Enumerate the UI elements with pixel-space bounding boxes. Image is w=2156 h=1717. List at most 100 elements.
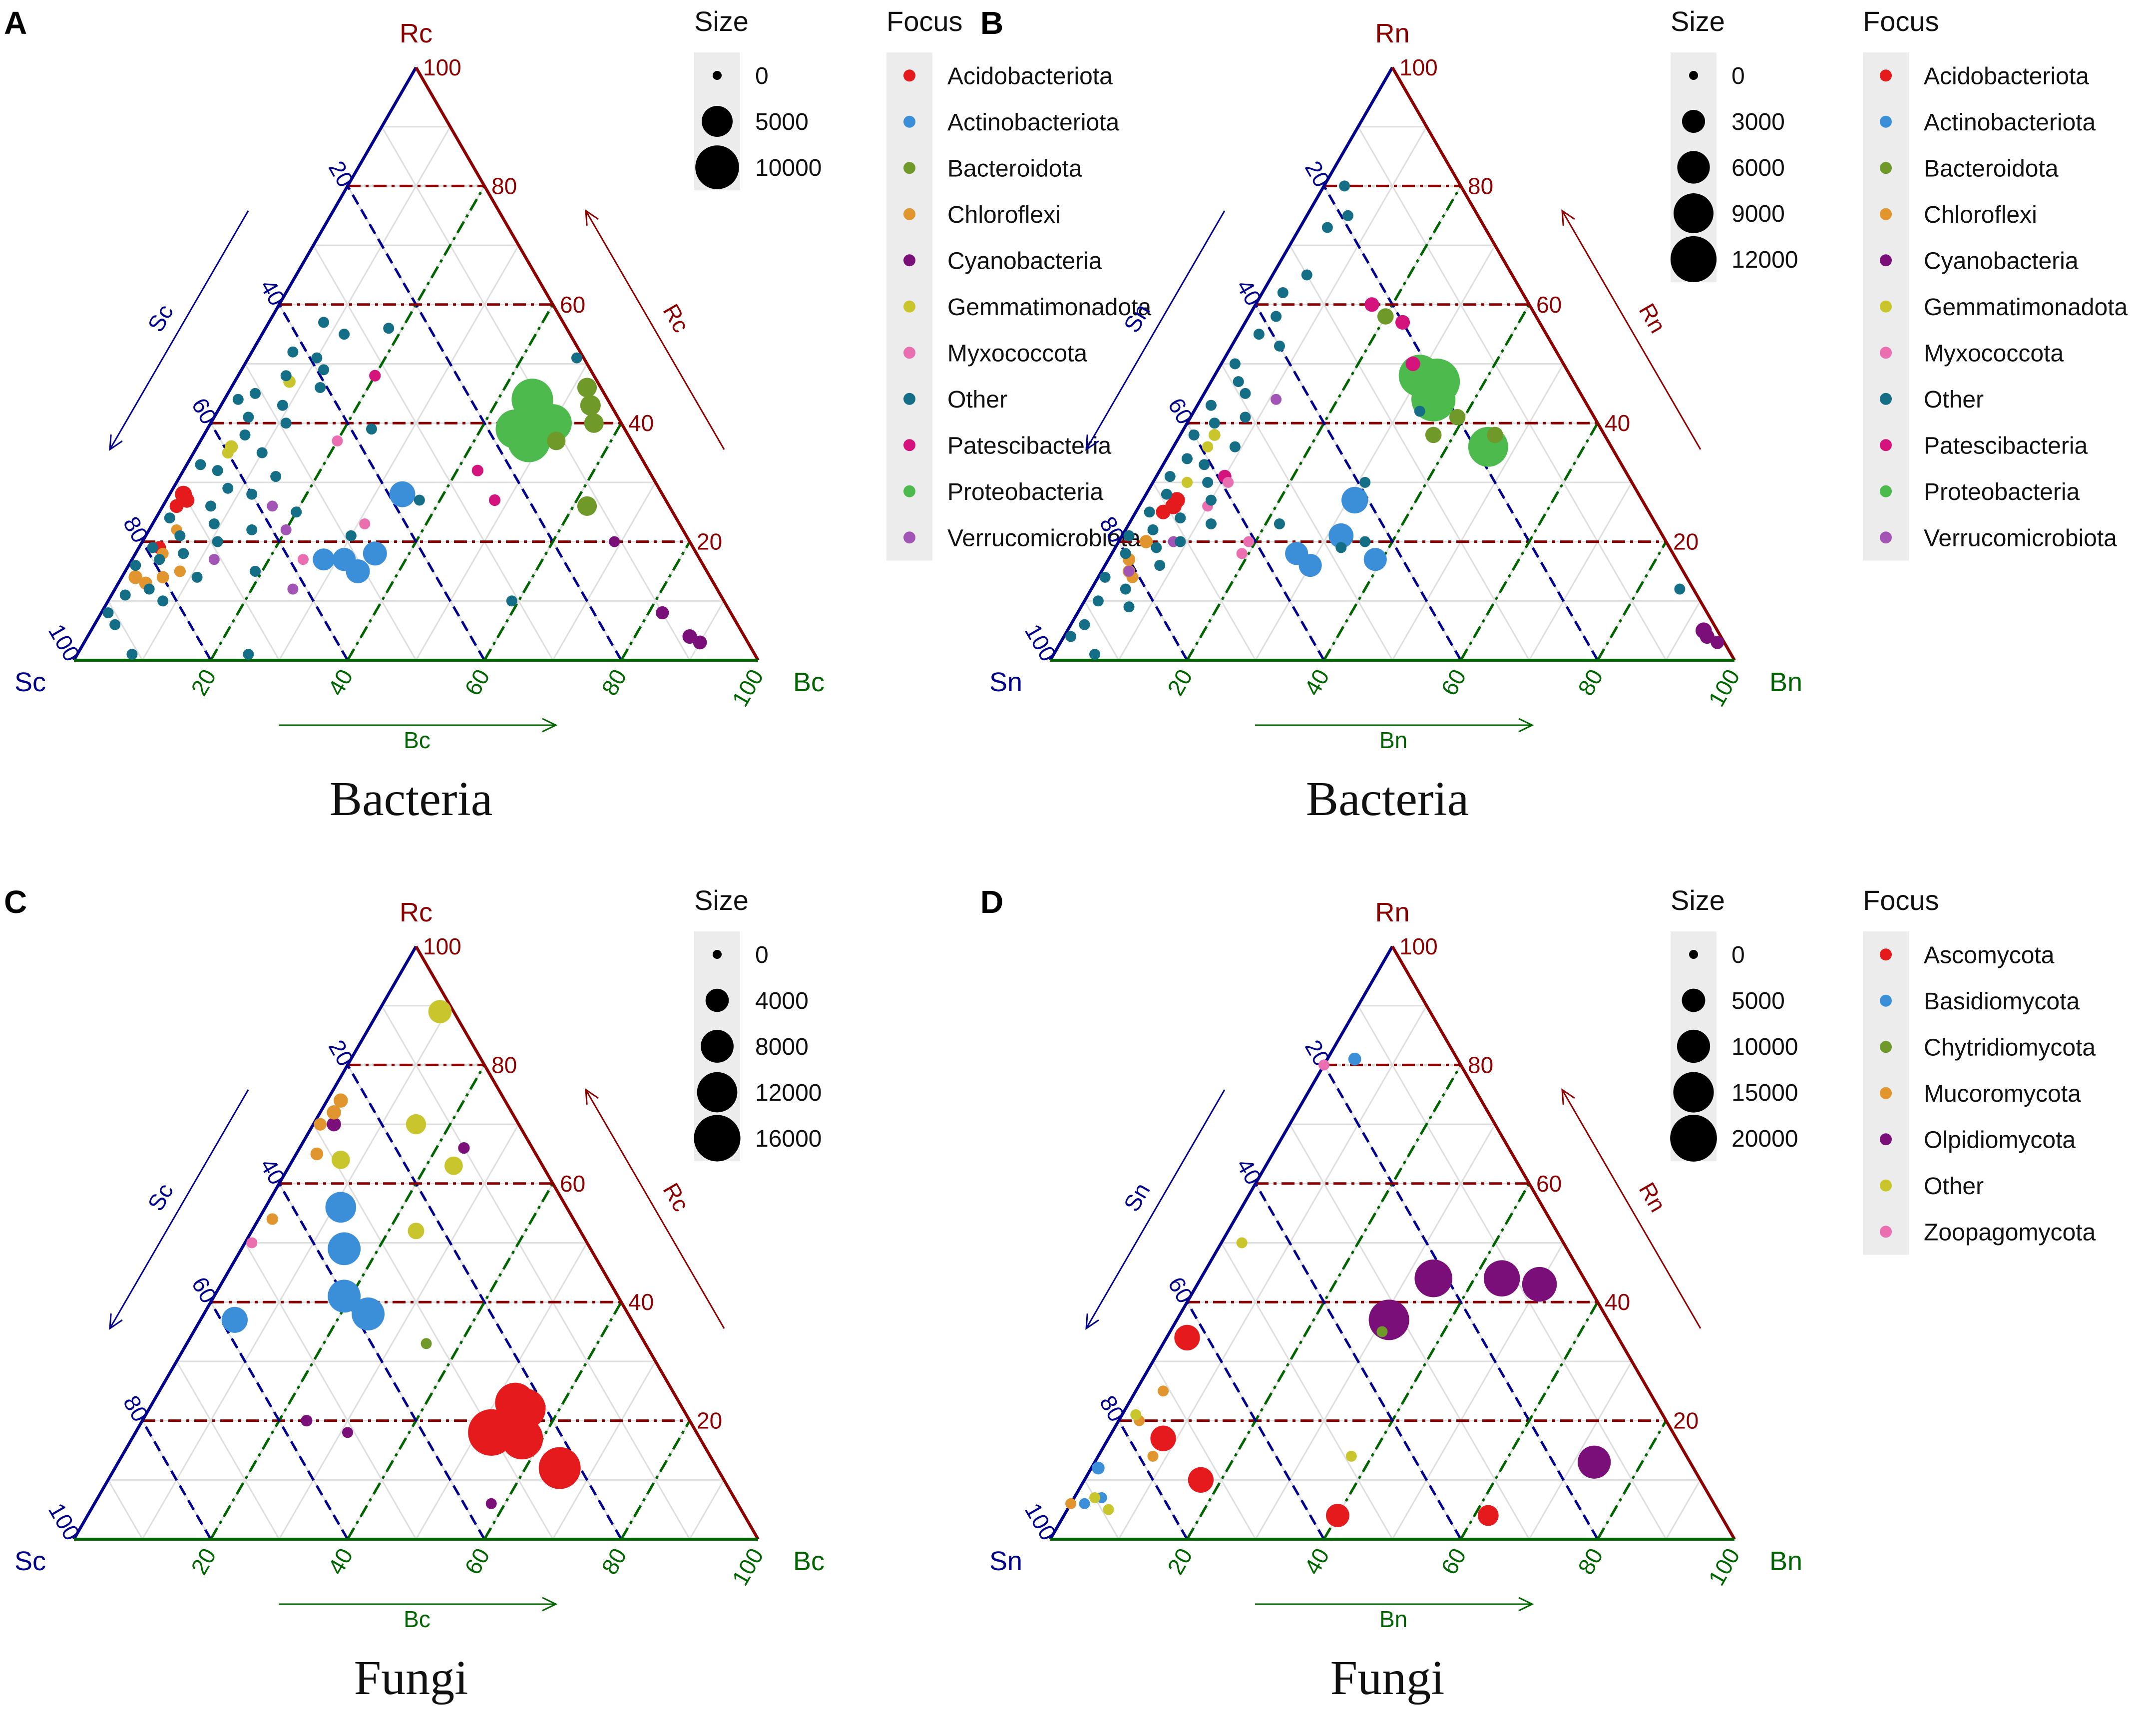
data-point-acidobacteriota xyxy=(1156,504,1171,519)
right-edge xyxy=(415,945,760,1540)
data-point-other xyxy=(1175,512,1186,524)
data-point-other xyxy=(126,649,138,660)
data-point-verrucomicrobiota xyxy=(1123,565,1135,577)
data-point-other xyxy=(191,571,203,583)
grid-line xyxy=(1118,1005,1427,1540)
size-legend-label: 3000 xyxy=(1731,109,1785,135)
focus-legend-label: Cyanobacteria xyxy=(947,248,1102,274)
data-point-other xyxy=(280,418,292,429)
data-point-other xyxy=(1229,441,1241,452)
data-point-ascomycota xyxy=(1188,1467,1214,1493)
data-point-other xyxy=(444,1156,463,1175)
data-point-other xyxy=(311,352,323,364)
focus-legend-swatch xyxy=(903,300,915,313)
b-major-line xyxy=(1596,1420,1668,1540)
b-tick-label: 100 xyxy=(1703,665,1744,711)
data-point-mucoromycota xyxy=(334,1093,348,1108)
data-point-other xyxy=(318,317,330,328)
data-point-other xyxy=(1089,1492,1101,1503)
s-major-line xyxy=(1322,1064,1599,1540)
focus-legend-title: Focus xyxy=(1863,5,1939,37)
data-point-other xyxy=(239,429,251,440)
r-tick-label: 40 xyxy=(628,410,654,436)
vertex-label-left: Sn xyxy=(989,1546,1022,1576)
data-point-other xyxy=(1123,601,1135,613)
vertex-label-right: Bn xyxy=(1769,1546,1802,1576)
size-legend-dot xyxy=(1682,988,1706,1012)
focus-legend-swatch xyxy=(1880,254,1892,267)
data-point-other xyxy=(1209,418,1220,429)
panel-caption: Bacteria xyxy=(1306,772,1469,826)
vertex-label-top: Rc xyxy=(400,897,432,927)
panel-label: C xyxy=(4,884,27,920)
vertex-label-right: Bc xyxy=(793,667,825,697)
data-point-cyanobacteria xyxy=(682,629,697,644)
data-point-other xyxy=(1065,631,1077,642)
data-point-other xyxy=(147,542,158,553)
size-legend-dot xyxy=(702,106,733,137)
focus-legend-swatch xyxy=(1880,1041,1892,1053)
data-point-patescibacteria xyxy=(1364,297,1379,312)
data-point-verrucomicrobiota xyxy=(208,554,220,565)
focus-legend-swatch xyxy=(1880,1087,1892,1099)
data-point-ascomycota xyxy=(505,1388,546,1429)
data-point-bacteroidota xyxy=(547,431,566,450)
data-point-other xyxy=(250,565,261,577)
data-point-myxococcota xyxy=(297,554,309,565)
grid-line xyxy=(278,245,519,661)
data-point-other xyxy=(331,1150,350,1169)
bottom-axis-title: Bc xyxy=(404,727,431,753)
grid-line xyxy=(1665,600,1701,661)
focus-legend-swatch xyxy=(1880,531,1892,544)
b-major-line xyxy=(1322,304,1531,661)
r-tick-label: 80 xyxy=(491,173,517,199)
data-point-actinobacteriota xyxy=(389,481,416,507)
data-point-proteobacteria xyxy=(534,404,572,442)
data-point-other xyxy=(1199,459,1210,470)
focus-legend-label: Patescibacteria xyxy=(1924,432,2088,459)
data-point-other xyxy=(1202,476,1214,488)
data-point-cyanobacteria xyxy=(1711,636,1725,649)
right-axis-arrow xyxy=(1561,210,1702,450)
grid xyxy=(107,1005,725,1540)
b-major-line xyxy=(483,422,623,661)
left-axis-arrow xyxy=(109,210,249,450)
focus-legend-label: Other xyxy=(1924,387,1984,413)
grid-line xyxy=(552,1361,656,1540)
data-point-bacteroidota xyxy=(577,496,597,516)
size-legend-title: Size xyxy=(1671,884,1725,916)
focus-legend-swatch xyxy=(1880,439,1892,451)
vertex-label-top: Rn xyxy=(1375,18,1409,48)
size-legend-dot xyxy=(1673,1072,1714,1113)
size-legend-label: 16000 xyxy=(755,1126,822,1152)
data-point-bacteroidota xyxy=(577,378,597,398)
focus-legend-swatch xyxy=(903,69,915,82)
focus-legend-swatch xyxy=(903,115,915,128)
panel-label: B xyxy=(980,5,1003,41)
data-point-bacteroidota xyxy=(1377,308,1394,325)
data-point-basidiomycota xyxy=(328,1280,361,1313)
right-axis-title: Rn xyxy=(1634,299,1671,338)
size-legend-label: 6000 xyxy=(1731,155,1785,181)
size-legend-label: 15000 xyxy=(1731,1080,1798,1106)
focus-legend-swatch xyxy=(1880,1226,1892,1238)
vertex-label-left: Sc xyxy=(14,667,46,697)
data-point-other xyxy=(250,388,261,399)
grid-line xyxy=(1391,363,1564,661)
focus-legend-label: Verrucomicrobiota xyxy=(1924,525,2117,551)
grid-line xyxy=(244,1242,417,1540)
data-point-other xyxy=(1092,595,1104,607)
bottom-axis-title: Bn xyxy=(1379,727,1407,753)
data-point-other xyxy=(130,560,141,571)
focus-legend-title: Focus xyxy=(1863,884,1939,916)
data-point-other xyxy=(1240,388,1251,399)
b-tick-label: 20 xyxy=(1162,1544,1198,1579)
data-point-cyanobacteria xyxy=(656,606,669,620)
focus-legend-swatch xyxy=(1880,300,1892,313)
grid-line xyxy=(1221,363,1393,661)
data-point-other xyxy=(506,595,517,607)
size-legend-label: 12000 xyxy=(755,1080,822,1106)
data-point-other xyxy=(1144,506,1155,518)
data-point-actinobacteriota xyxy=(313,548,335,571)
b-tick-label: 20 xyxy=(186,1544,221,1579)
